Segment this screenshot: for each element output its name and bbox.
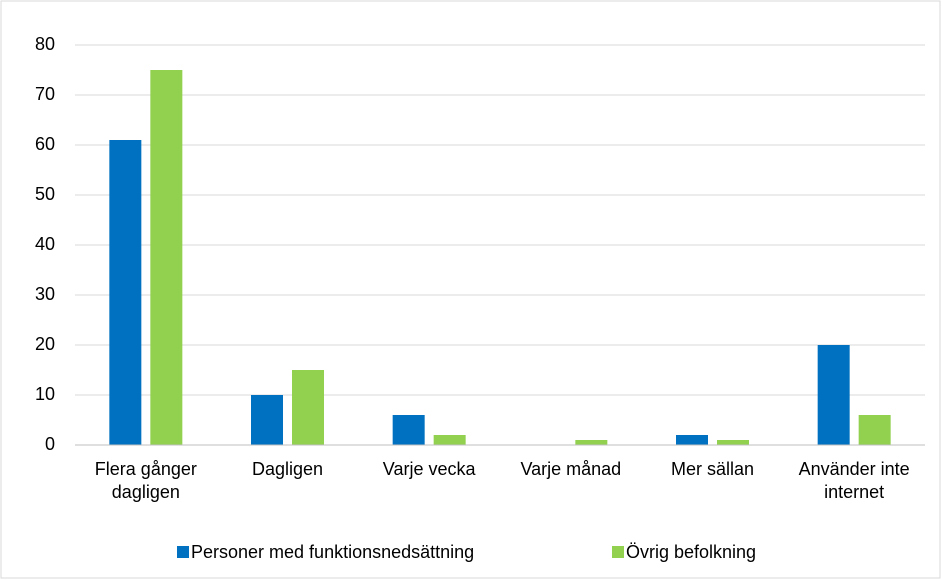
y-tick-label: 0 xyxy=(45,434,55,454)
legend-swatch xyxy=(612,546,624,558)
bar xyxy=(817,345,850,445)
bar xyxy=(676,435,708,445)
bar xyxy=(251,395,283,445)
bar xyxy=(858,415,891,445)
bar xyxy=(150,70,183,445)
legend-swatch xyxy=(177,546,189,558)
y-tick-label: 20 xyxy=(35,334,55,354)
x-tick-label: Flera gånger dagligen xyxy=(94,459,197,502)
bar xyxy=(717,440,749,445)
legend-label: Övrig befolkning xyxy=(626,542,756,562)
bar xyxy=(433,435,466,445)
bar xyxy=(392,415,425,445)
x-tick-label: Varje månad xyxy=(520,459,622,479)
y-tick-label: 50 xyxy=(35,184,55,204)
x-tick-label: Använder inte internet xyxy=(798,459,910,502)
bar xyxy=(575,440,608,445)
y-tick-label: 80 xyxy=(35,34,55,54)
y-tick-label: 10 xyxy=(35,384,55,404)
x-tick-label: Mer sällan xyxy=(670,459,755,479)
y-tick-label: 30 xyxy=(35,284,55,304)
y-tick-label: 70 xyxy=(35,84,55,104)
y-tick-label: 40 xyxy=(35,234,55,254)
legend-label: Personer med funktionsnedsättning xyxy=(191,542,474,562)
bar xyxy=(292,370,324,445)
bar xyxy=(109,140,142,445)
x-tick-label: Varje vecka xyxy=(382,459,476,479)
x-tick-label: Dagligen xyxy=(251,459,324,479)
y-tick-label: 60 xyxy=(35,134,55,154)
